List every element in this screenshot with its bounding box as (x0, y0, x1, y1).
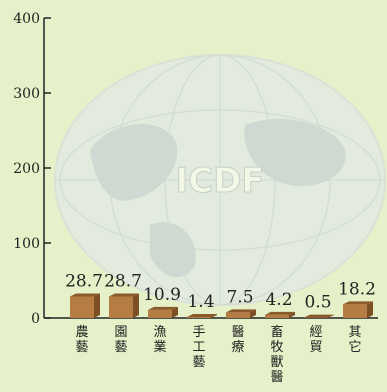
category-label: 手工藝 (192, 325, 205, 370)
bar-value-label: 1.4 (187, 292, 214, 312)
watermark-text: ICDF (175, 161, 264, 201)
bar (70, 293, 100, 318)
icdf-globe-watermark: ICDF (54, 54, 386, 306)
bar-value-label: 7.5 (226, 287, 253, 307)
bar-value-label: 28.7 (104, 271, 142, 291)
bar-front (265, 314, 289, 318)
bar-front (343, 304, 367, 318)
bars (70, 293, 373, 318)
category-label: 醫療 (231, 325, 244, 355)
bar-side (133, 293, 139, 318)
bar-top (148, 306, 178, 310)
bar-top (343, 301, 373, 305)
bar (187, 313, 217, 318)
bar (343, 301, 373, 318)
bar-top (70, 293, 100, 297)
bar-value-label: 18.2 (338, 279, 376, 299)
bar-top (187, 313, 217, 317)
bar-value-label: 28.7 (65, 271, 103, 291)
bar (265, 311, 295, 318)
y-tick-label: 0 (31, 311, 40, 327)
bar-front (70, 296, 94, 318)
y-tick-label: 300 (13, 86, 40, 102)
bar-front (187, 316, 211, 318)
bar-value-label: 0.5 (304, 293, 331, 313)
bar (109, 293, 139, 318)
bar-side (172, 306, 178, 318)
bar-front (148, 309, 172, 318)
continent-shape (150, 222, 196, 278)
bar-front (109, 296, 133, 318)
category-label: 漁業 (153, 325, 166, 355)
bar-side (211, 313, 217, 318)
bar-value-label: 4.2 (265, 290, 292, 310)
bar-top (109, 293, 139, 297)
bar-side (328, 314, 334, 318)
category-label: 農藝 (75, 325, 88, 355)
bar-side (250, 309, 256, 318)
category-label: 畜牧獸醫 (270, 324, 283, 385)
category-label: 其它 (348, 325, 361, 355)
bar-side (94, 293, 100, 318)
value-labels: 28.7 28.710.9 1.4 7.5 4.2 0.518.2 (65, 271, 376, 312)
bar (226, 309, 256, 318)
bar-side (367, 301, 373, 318)
bar (148, 306, 178, 318)
bar-top (304, 314, 334, 318)
bar-value-label: 10.9 (143, 285, 181, 305)
continent-shape (244, 119, 346, 186)
bar-front (226, 312, 250, 318)
bar-side (289, 311, 295, 318)
continent-shape (90, 123, 178, 201)
category-label: 經貿 (309, 325, 322, 355)
y-tick-label: 100 (13, 236, 40, 252)
bar-top (265, 311, 295, 315)
category-label: 園藝 (114, 325, 127, 355)
bar-top (226, 309, 256, 313)
y-tick-label: 200 (13, 161, 40, 177)
bar (304, 314, 334, 318)
y-tick-label: 400 (13, 11, 40, 27)
